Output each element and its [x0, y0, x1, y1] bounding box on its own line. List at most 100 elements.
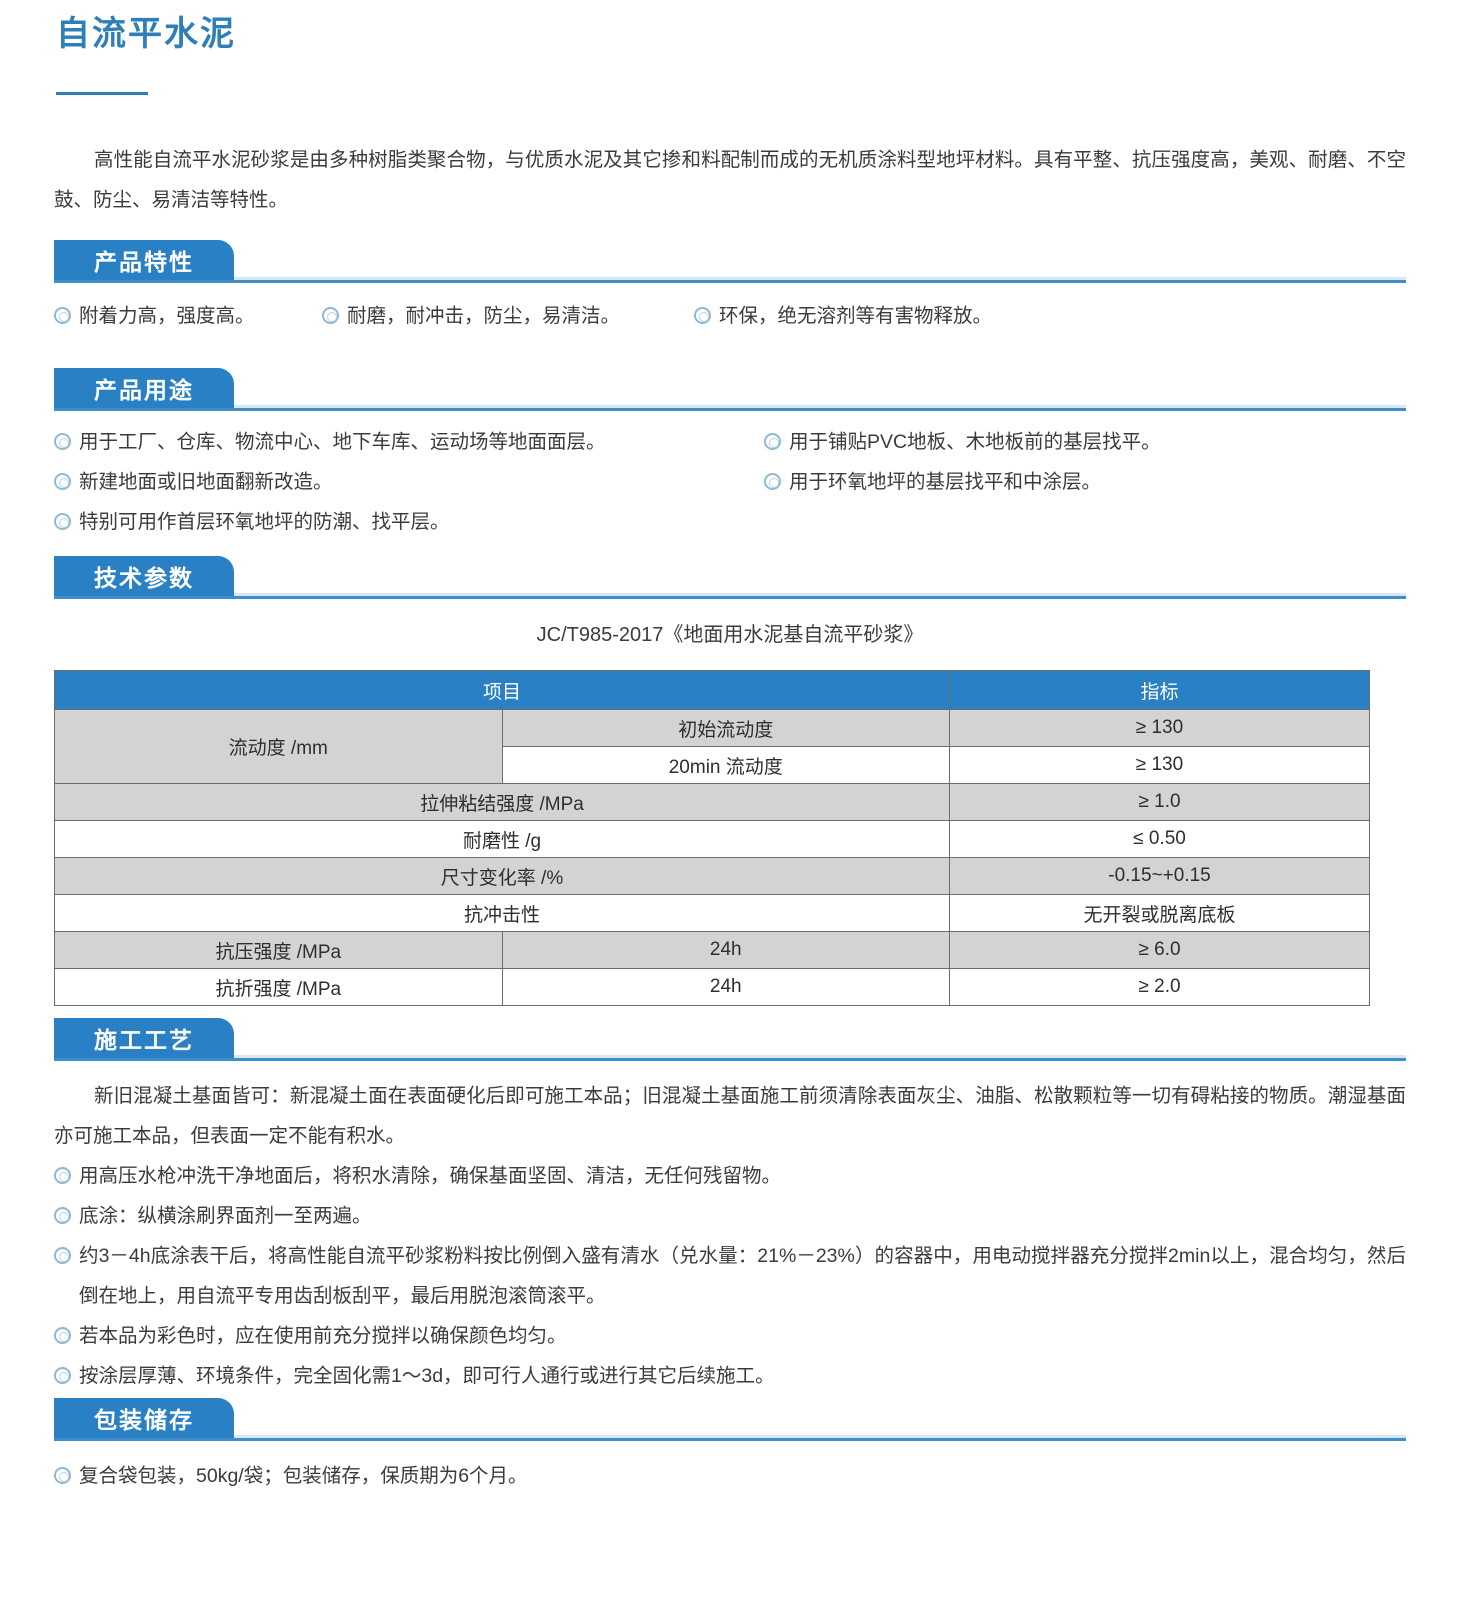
section-header-tech: 技术参数	[54, 556, 1406, 602]
header-rule-light	[54, 1055, 1406, 1058]
cell-item-name: 耐磨性 /g	[54, 820, 950, 858]
double-ring-bullet-icon	[764, 433, 781, 450]
list-item: 环保，绝无溶剂等有害物释放。	[694, 296, 1114, 336]
double-ring-bullet-icon	[54, 1167, 71, 1184]
cell-item-name: 拉伸粘结强度 /MPa	[54, 783, 950, 821]
cell-item-sub: 初始流动度	[501, 709, 950, 747]
cell-item-name: 抗折强度 /MPa	[54, 968, 503, 1006]
list-item-text: 附着力高，强度高。	[79, 305, 255, 327]
page-title: 自流平水泥	[56, 15, 236, 53]
list-item: 复合袋包装，50kg/袋；包装储存，保质期为6个月。	[54, 1456, 1406, 1496]
section-tab-label: 产品特性	[54, 240, 234, 280]
list-item: 用于铺贴PVC地板、木地板前的基层找平。	[764, 422, 1406, 462]
list-item: 若本品为彩色时，应在使用前充分搅拌以确保颜色均匀。	[54, 1316, 1406, 1356]
list-item-text: 用于环氧地坪的基层找平和中涂层。	[789, 471, 1102, 493]
list-item-text: 用于工厂、仓库、物流中心、地下车库、运动场等地面面层。	[79, 431, 606, 453]
cell-index-value: ≥ 1.0	[949, 783, 1370, 821]
table-row: 尺寸变化率 /% -0.15~+0.15	[54, 857, 1370, 895]
section-tab-label: 技术参数	[54, 556, 234, 596]
section-header-packaging: 包装储存	[54, 1398, 1406, 1444]
column-header-item: 项目	[54, 670, 950, 710]
list-item-text: 复合袋包装，50kg/袋；包装储存，保质期为6个月。	[79, 1465, 528, 1487]
list-item-text: 耐磨，耐冲击，防尘，易清洁。	[347, 305, 621, 327]
table-header-row: 项目 指标	[54, 670, 1370, 710]
header-rule-light	[54, 277, 1406, 280]
cell-index-value: 无开裂或脱离底板	[949, 894, 1370, 932]
double-ring-bullet-icon	[322, 307, 339, 324]
list-item: 用于环氧地坪的基层找平和中涂层。	[764, 462, 1406, 502]
section-packaging: 包装储存 复合袋包装，50kg/袋；包装储存，保质期为6个月。	[54, 1398, 1406, 1496]
double-ring-bullet-icon	[54, 307, 71, 324]
features-list: 附着力高，强度高。 耐磨，耐冲击，防尘，易清洁。 环保，绝无溶剂等有害物释放。	[54, 296, 1406, 336]
list-item: 底涂：纵横涂刷界面剂一至两遍。	[54, 1196, 1406, 1236]
double-ring-bullet-icon	[54, 433, 71, 450]
table-row: 抗压强度 /MPa 24h ≥ 6.0	[54, 931, 1370, 969]
cell-item-name: 抗冲击性	[54, 894, 950, 932]
cell-index-value: ≥ 130	[949, 709, 1370, 747]
double-ring-bullet-icon	[54, 1207, 71, 1224]
cell-index-value: -0.15~+0.15	[949, 857, 1370, 895]
table-row: 抗冲击性 无开裂或脱离底板	[54, 894, 1370, 932]
list-item: 附着力高，强度高。	[54, 296, 322, 336]
section-uses: 产品用途 用于工厂、仓库、物流中心、地下车库、运动场等地面面层。 用于铺贴PVC…	[54, 368, 1406, 542]
double-ring-bullet-icon	[54, 473, 71, 490]
spec-table: 项目 指标 流动度 /mm 初始流动度 ≥ 130 20min 流动度 ≥ 13…	[54, 670, 1370, 1006]
double-ring-bullet-icon	[54, 1467, 71, 1484]
header-rule-light	[54, 593, 1406, 596]
header-rule	[54, 408, 1406, 411]
list-item: 用于工厂、仓库、物流中心、地下车库、运动场等地面面层。	[54, 422, 764, 462]
cell-index-value: ≤ 0.50	[949, 820, 1370, 858]
cell-item-sub: 24h	[501, 968, 950, 1006]
list-item-text: 用高压水枪冲洗干净地面后，将积水清除，确保基面坚固、清洁，无任何残留物。	[79, 1165, 782, 1187]
list-item-text: 新建地面或旧地面翻新改造。	[79, 471, 333, 493]
header-rule-light	[54, 1435, 1406, 1438]
section-tab-label: 产品用途	[54, 368, 234, 408]
list-item-text: 约3－4h底涂表干后，将高性能自流平砂浆粉料按比例倒入盛有清水（兑水量：21%－…	[79, 1245, 1406, 1307]
section-tab-label: 包装储存	[54, 1398, 234, 1438]
list-item: 耐磨，耐冲击，防尘，易清洁。	[322, 296, 694, 336]
double-ring-bullet-icon	[54, 1367, 71, 1384]
cell-index-value: ≥ 6.0	[949, 931, 1370, 969]
double-ring-bullet-icon	[54, 1247, 71, 1264]
header-rule	[54, 596, 1406, 599]
column-header-index: 指标	[949, 670, 1370, 710]
header-rule-light	[54, 405, 1406, 408]
header-rule	[54, 1438, 1406, 1441]
list-item: 新建地面或旧地面翻新改造。	[54, 462, 764, 502]
list-item-text: 按涂层厚薄、环境条件，完全固化需1～3d，即可行人通行或进行其它后续施工。	[79, 1365, 775, 1387]
header-rule	[54, 280, 1406, 283]
list-item: 约3－4h底涂表干后，将高性能自流平砂浆粉料按比例倒入盛有清水（兑水量：21%－…	[54, 1236, 1406, 1316]
double-ring-bullet-icon	[694, 307, 711, 324]
list-item-text: 用于铺贴PVC地板、木地板前的基层找平。	[789, 431, 1161, 453]
cell-item-name: 流动度 /mm	[54, 709, 503, 784]
table-row: 抗折强度 /MPa 24h ≥ 2.0	[54, 968, 1370, 1006]
section-tech: 技术参数 JC/T985-2017《地面用水泥基自流平砂浆》 项目 指标 流动度…	[54, 556, 1406, 1006]
list-item-text: 环保，绝无溶剂等有害物释放。	[719, 305, 993, 327]
table-row: 耐磨性 /g ≤ 0.50	[54, 820, 1370, 858]
process-lead-paragraph: 新旧混凝土基面皆可：新混凝土面在表面硬化后即可施工本品；旧混凝土基面施工前须清除…	[54, 1085, 1406, 1147]
list-item: 按涂层厚薄、环境条件，完全固化需1～3d，即可行人通行或进行其它后续施工。	[54, 1356, 1406, 1396]
section-process: 施工工艺 新旧混凝土基面皆可：新混凝土面在表面硬化后即可施工本品；旧混凝土基面施…	[54, 1018, 1406, 1396]
section-features: 产品特性 附着力高，强度高。 耐磨，耐冲击，防尘，易清洁。 环保，绝无溶剂等有害…	[54, 240, 1406, 336]
list-item-text: 若本品为彩色时，应在使用前充分搅拌以确保颜色均匀。	[79, 1325, 567, 1347]
intro-paragraph: 高性能自流平水泥砂浆是由多种树脂类聚合物，与优质水泥及其它掺和料配制而成的无机质…	[54, 149, 1406, 211]
list-item-text: 特别可用作首层环氧地坪的防潮、找平层。	[79, 511, 450, 533]
section-tab-label: 施工工艺	[54, 1018, 234, 1058]
header-rule	[54, 1058, 1406, 1061]
cell-item-name: 抗压强度 /MPa	[54, 931, 503, 969]
standard-caption: JC/T985-2017《地面用水泥基自流平砂浆》	[536, 624, 924, 646]
list-item: 用高压水枪冲洗干净地面后，将积水清除，确保基面坚固、清洁，无任何残留物。	[54, 1156, 1406, 1196]
cell-item-sub: 20min 流动度	[501, 746, 950, 784]
section-header-uses: 产品用途	[54, 368, 1406, 414]
section-header-features: 产品特性	[54, 240, 1406, 286]
cell-item-sub: 24h	[501, 931, 950, 969]
double-ring-bullet-icon	[54, 513, 71, 530]
list-item: 特别可用作首层环氧地坪的防潮、找平层。	[54, 502, 764, 542]
uses-list: 用于工厂、仓库、物流中心、地下车库、运动场等地面面层。 用于铺贴PVC地板、木地…	[54, 422, 1406, 542]
title-underline	[56, 92, 148, 95]
cell-index-value: ≥ 2.0	[949, 968, 1370, 1006]
table-row: 流动度 /mm 初始流动度 ≥ 130	[54, 709, 1370, 784]
section-header-process: 施工工艺	[54, 1018, 1406, 1064]
table-row: 拉伸粘结强度 /MPa ≥ 1.0	[54, 783, 1370, 821]
